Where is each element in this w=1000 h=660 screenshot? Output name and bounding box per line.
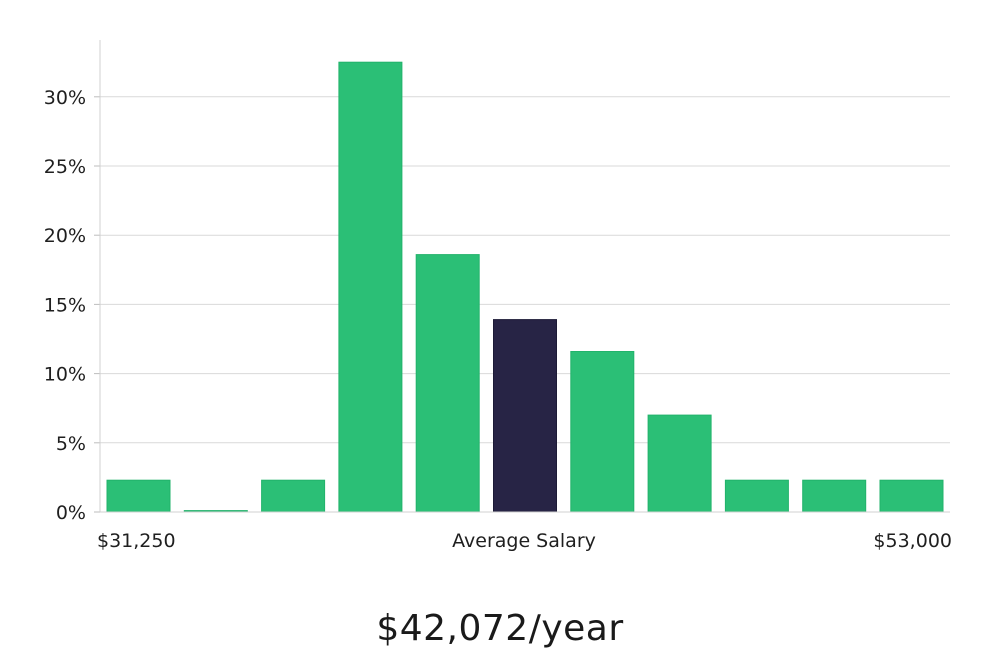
y-tick-label-10: 10% — [44, 364, 86, 386]
average-salary-value: $42,072/year — [376, 608, 624, 649]
y-tick-label-5: 5% — [56, 433, 86, 455]
bar-4 — [415, 254, 480, 513]
bar-average-salary — [493, 319, 557, 513]
y-tick-label-0: 0% — [56, 502, 86, 524]
bar-9 — [802, 479, 867, 513]
y-tick-label-25: 25% — [44, 156, 86, 178]
bar-2 — [261, 479, 326, 513]
y-tick-label-15: 15% — [44, 294, 86, 316]
y-tick-label-20: 20% — [44, 225, 86, 247]
bar-6 — [570, 351, 635, 513]
x-label-average: Average Salary — [452, 530, 596, 552]
bar-7 — [647, 414, 712, 513]
y-tick-label-30: 30% — [44, 87, 86, 109]
salary-histogram: 0% 5% 10% 15% 20% 25% 30% $31,250 Average Sala… — [44, 40, 952, 552]
bar-0 — [106, 479, 171, 513]
x-label-max: $53,000 — [873, 530, 952, 552]
bar-8 — [724, 479, 789, 513]
x-label-min: $31,250 — [97, 530, 176, 552]
bar-10 — [879, 479, 944, 513]
bars — [106, 61, 944, 513]
bar-3 — [338, 61, 403, 513]
gridlines — [100, 96, 950, 444]
y-axis-ticks: 0% 5% 10% 15% 20% 25% 30% — [44, 87, 100, 524]
